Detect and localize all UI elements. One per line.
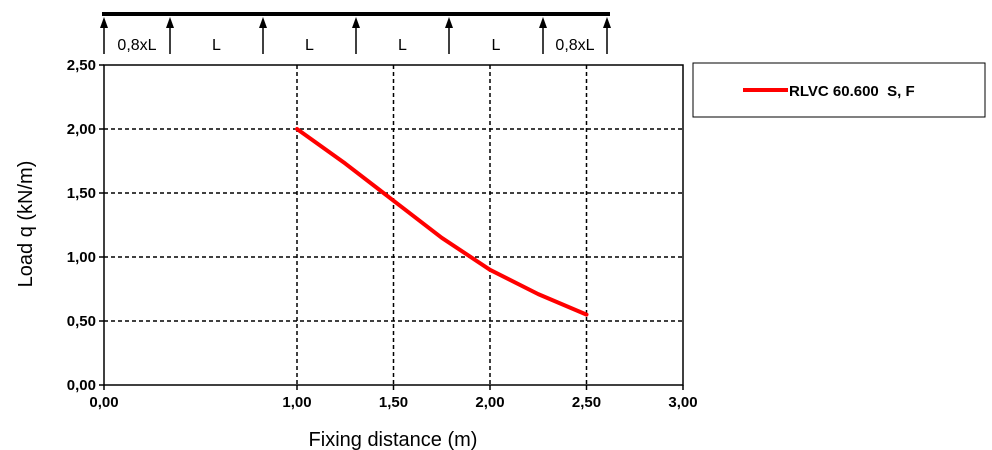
span-label: 0,8xL <box>555 37 594 54</box>
y-tick-label: 1,00 <box>67 249 96 266</box>
x-tick-labels: 0,00 1,00 1,50 2,00 2,50 3,00 <box>89 385 698 411</box>
support-arrowhead <box>603 17 611 28</box>
data-point <box>344 162 347 165</box>
y-tick-label: 0,00 <box>67 377 96 394</box>
data-point <box>440 237 443 239</box>
x-tick-label: 0,00 <box>89 394 118 411</box>
support-arrowhead <box>445 17 453 28</box>
data-point <box>489 269 491 271</box>
x-tick-label: 2,00 <box>475 394 504 411</box>
series-line <box>295 127 589 317</box>
span-diagram: 0,8xL L L L L 0,8xL <box>100 12 611 54</box>
span-label: L <box>305 37 314 54</box>
x-tick-label: 1,00 <box>282 394 311 411</box>
series-group <box>295 127 589 317</box>
grid <box>104 65 683 385</box>
data-point <box>392 199 395 202</box>
support-arrowhead <box>539 17 547 28</box>
y-tick-label: 0,50 <box>67 313 96 330</box>
support-arrowhead <box>259 17 267 28</box>
data-point <box>296 128 298 130</box>
support-arrowhead <box>166 17 174 28</box>
legend: RLVC 60.600 S, F <box>692 62 986 118</box>
data-point <box>537 293 540 295</box>
y-tick-label: 2,50 <box>67 57 96 74</box>
x-tick-label: 1,50 <box>379 394 408 411</box>
span-label: L <box>212 37 221 54</box>
span-label: L <box>492 37 501 54</box>
span-label: L <box>398 37 407 54</box>
x-tick-label: 3,00 <box>668 394 697 411</box>
support-arrowhead <box>100 17 108 28</box>
data-point <box>585 313 588 316</box>
y-tick-label: 1,50 <box>67 185 96 202</box>
plot-area <box>103 64 684 386</box>
y-tick-label: 2,00 <box>67 121 96 138</box>
support-arrowhead <box>352 17 360 28</box>
y-tick-labels: 0,00 0,50 1,00 1,50 2,00 2,50 <box>67 57 104 394</box>
x-tick-label: 2,50 <box>572 394 601 411</box>
span-label: 0,8xL <box>117 37 156 54</box>
y-axis-label: Load q (kN/m) <box>15 161 37 288</box>
legend-box <box>692 62 986 118</box>
x-axis-label: Fixing distance (m) <box>309 429 478 450</box>
legend-label: RLVC 60.600 S, F <box>789 83 915 100</box>
